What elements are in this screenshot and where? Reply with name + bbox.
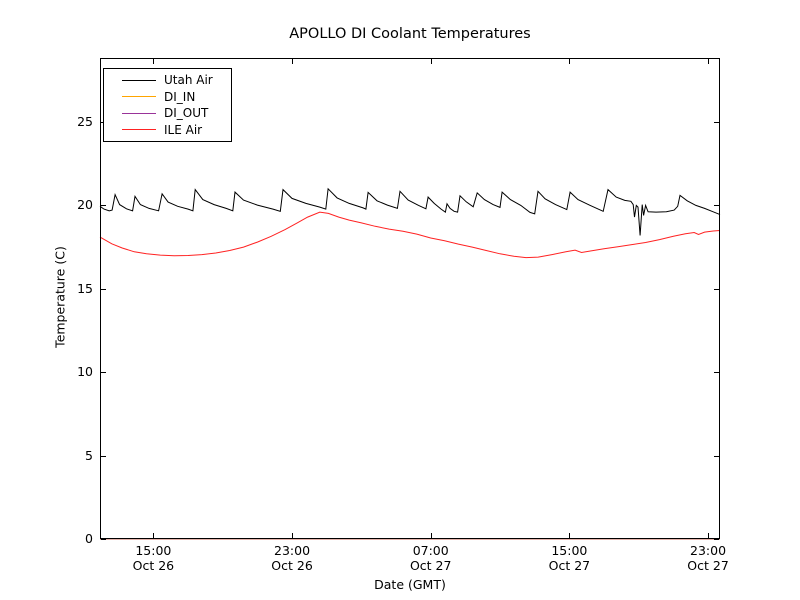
x-tick-label: 23:00 Oct 26 (247, 543, 337, 573)
y-tick-label: 0 (85, 531, 93, 546)
x-tick-label: 07:00 Oct 27 (386, 543, 476, 573)
legend-row: DI_IN (104, 89, 231, 106)
legend-label: Utah Air (164, 73, 213, 88)
x-tick-time: 15:00 (135, 543, 172, 558)
y-tick-label: 10 (77, 364, 93, 380)
legend-row: ILE Air (104, 122, 231, 139)
legend-line-swatch (122, 79, 156, 81)
legend-label: ILE Air (164, 122, 203, 137)
legend-line-swatch (122, 112, 156, 114)
x-tick-label: 15:00 Oct 26 (108, 543, 198, 573)
x-tick-date: Oct 27 (548, 558, 591, 573)
x-tick-time: 23:00 (274, 543, 311, 558)
legend-label: DI_IN (164, 89, 196, 104)
x-tick-time: 07:00 (412, 543, 449, 558)
legend-label: DI_OUT (164, 106, 209, 121)
x-axis-label: Date (GMT) (374, 577, 446, 592)
x-tick-label: 23:00 Oct 27 (663, 543, 753, 573)
x-tick-date: Oct 27 (409, 558, 452, 573)
legend-line-swatch (122, 129, 156, 131)
y-tick-label: 25 (77, 114, 93, 130)
x-tick-time: 23:00 (690, 543, 727, 558)
x-tick-date: Oct 26 (132, 558, 175, 573)
y-tick-label: 15 (77, 280, 93, 296)
x-tick-label: 15:00 Oct 27 (524, 543, 614, 573)
x-tick-date: Oct 26 (271, 558, 313, 573)
legend-row: DI_OUT (104, 105, 231, 122)
legend-line-swatch (122, 96, 156, 98)
y-tick-label: 5 (85, 447, 93, 463)
legend-row: Utah Air (104, 72, 231, 89)
chart-title: APOLLO DI Coolant Temperatures (289, 26, 531, 42)
x-tick-date: Oct 27 (687, 558, 729, 573)
y-tick-label: 20 (77, 197, 93, 213)
legend: Utah Air DI_IN DI_OUT ILE Air (103, 68, 232, 142)
x-tick-time: 15:00 (551, 543, 588, 558)
